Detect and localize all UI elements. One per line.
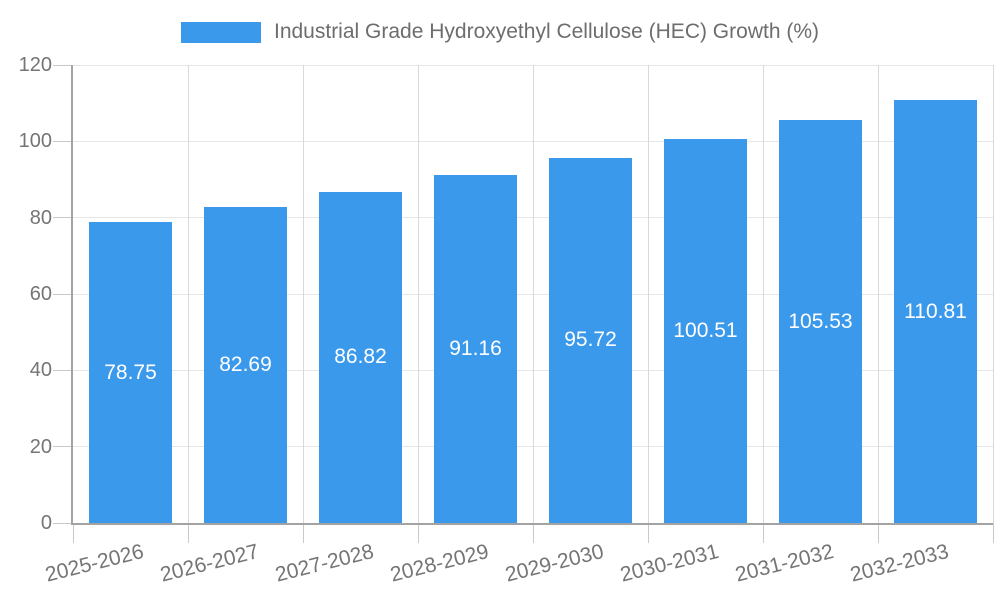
y-tick (53, 446, 73, 448)
y-tick-label: 0 (40, 512, 52, 534)
y-axis-line (71, 65, 73, 523)
x-tick (877, 523, 879, 543)
bar[interactable]: 86.82 (319, 191, 402, 523)
y-tick-label: 40 (29, 359, 52, 382)
y-tick-label: 20 (29, 435, 52, 458)
y-tick (53, 217, 73, 219)
bar[interactable]: 105.53 (779, 120, 862, 523)
bar-value-label: 82.69 (219, 353, 272, 377)
bar[interactable]: 100.51 (664, 139, 747, 523)
x-tick (417, 523, 419, 543)
x-tick-label: 2027-2028 (273, 540, 377, 587)
legend-swatch[interactable] (180, 21, 261, 43)
y-tick (53, 64, 73, 66)
y-tick (53, 369, 73, 371)
bar-value-label: 86.82 (334, 345, 387, 369)
y-tick-label: 60 (29, 283, 52, 305)
bar-value-label: 95.72 (564, 328, 617, 352)
bar[interactable]: 82.69 (204, 207, 287, 523)
x-tick (647, 523, 649, 543)
x-grid-line (187, 65, 189, 523)
bar-value-label: 105.53 (788, 309, 853, 333)
x-tick (532, 523, 534, 543)
x-tick-label: 2028-2029 (388, 540, 492, 587)
x-grid-line (302, 65, 304, 523)
bar[interactable]: 95.72 (549, 157, 632, 523)
x-grid-line (877, 65, 879, 523)
y-tick (53, 293, 73, 295)
bar-value-label: 100.51 (673, 319, 738, 343)
bar-value-label: 78.75 (104, 360, 157, 384)
x-grid-line (532, 65, 534, 523)
x-tick (992, 523, 994, 543)
bar[interactable]: 78.75 (89, 222, 172, 523)
x-grid-line (762, 65, 764, 523)
bar-value-label: 110.81 (904, 299, 967, 323)
x-axis-line (71, 523, 993, 525)
y-tick (53, 522, 73, 524)
y-tick-label: 120 (18, 54, 52, 76)
x-tick (762, 523, 764, 543)
x-tick (72, 523, 74, 543)
bar[interactable]: 91.16 (434, 175, 517, 523)
y-tick (53, 140, 73, 142)
x-tick (302, 523, 304, 543)
bar[interactable]: 110.81 (894, 100, 977, 523)
x-grid-line (992, 65, 994, 523)
x-tick-label: 2031-2032 (733, 540, 837, 587)
x-tick-label: 2026-2027 (158, 540, 262, 587)
legend[interactable]: Industrial Grade Hydroxyethyl Cellulose … (0, 0, 1000, 64)
x-tick-label: 2032-2033 (848, 540, 952, 587)
y-tick-label: 80 (29, 206, 52, 229)
legend-title: Industrial Grade Hydroxyethyl Cellulose … (273, 20, 819, 43)
x-tick-label: 2025-2026 (43, 540, 147, 587)
x-tick (187, 523, 189, 543)
bar-value-label: 91.16 (449, 337, 502, 361)
x-tick-label: 2030-2031 (618, 540, 722, 587)
x-tick-label: 2029-2030 (503, 540, 607, 587)
y-tick-label: 100 (18, 130, 52, 153)
x-grid-line (647, 65, 649, 523)
x-grid-line (417, 65, 419, 523)
